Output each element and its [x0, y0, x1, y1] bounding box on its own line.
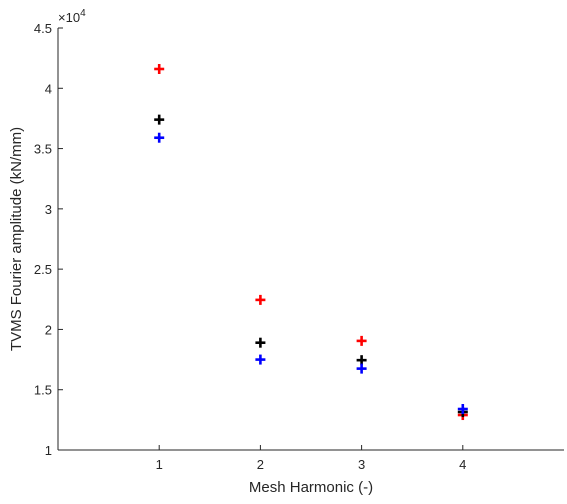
- data-point-plus-marker: [356, 355, 367, 366]
- x-tick-label: 2: [257, 457, 264, 472]
- y-axis-exponent: ×104: [58, 8, 86, 25]
- plot-area: [57, 28, 564, 451]
- x-axis-ticks: 1 2 3 4: [156, 445, 466, 472]
- x-axis-label: Mesh Harmonic (-): [249, 479, 373, 496]
- x-tick-label: 3: [358, 457, 365, 472]
- y-tick-label: 1.5: [34, 383, 52, 398]
- y-axis-label: TVMS Fourier amplitude (kN/mm): [8, 127, 25, 351]
- data-point-plus-marker: [457, 404, 468, 415]
- y-axis-ticks: 1 1.5 2 2.5 3 3.5 4 4.5: [34, 21, 63, 458]
- data-point-plus-marker: [356, 335, 367, 346]
- y-tick-label: 2.5: [34, 262, 52, 277]
- x-tick-label: 4: [459, 457, 466, 472]
- y-tick-label: 2: [45, 322, 52, 337]
- y-tick-label: 3.5: [34, 142, 52, 157]
- y-tick-label: 1: [45, 443, 52, 458]
- data-point-plus-marker: [356, 363, 367, 374]
- data-point-plus-marker: [154, 132, 165, 143]
- x-tick-label: 1: [156, 457, 163, 472]
- data-point-plus-marker: [255, 354, 266, 365]
- data-point-plus-marker: [255, 294, 266, 305]
- data-point-plus-marker: [255, 337, 266, 348]
- data-point-plus-marker: [154, 63, 165, 74]
- data-point-plus-marker: [154, 114, 165, 125]
- data-points: [154, 63, 468, 421]
- y-tick-label: 4.5: [34, 21, 52, 36]
- y-tick-label: 4: [45, 81, 52, 96]
- y-tick-label: 3: [45, 202, 52, 217]
